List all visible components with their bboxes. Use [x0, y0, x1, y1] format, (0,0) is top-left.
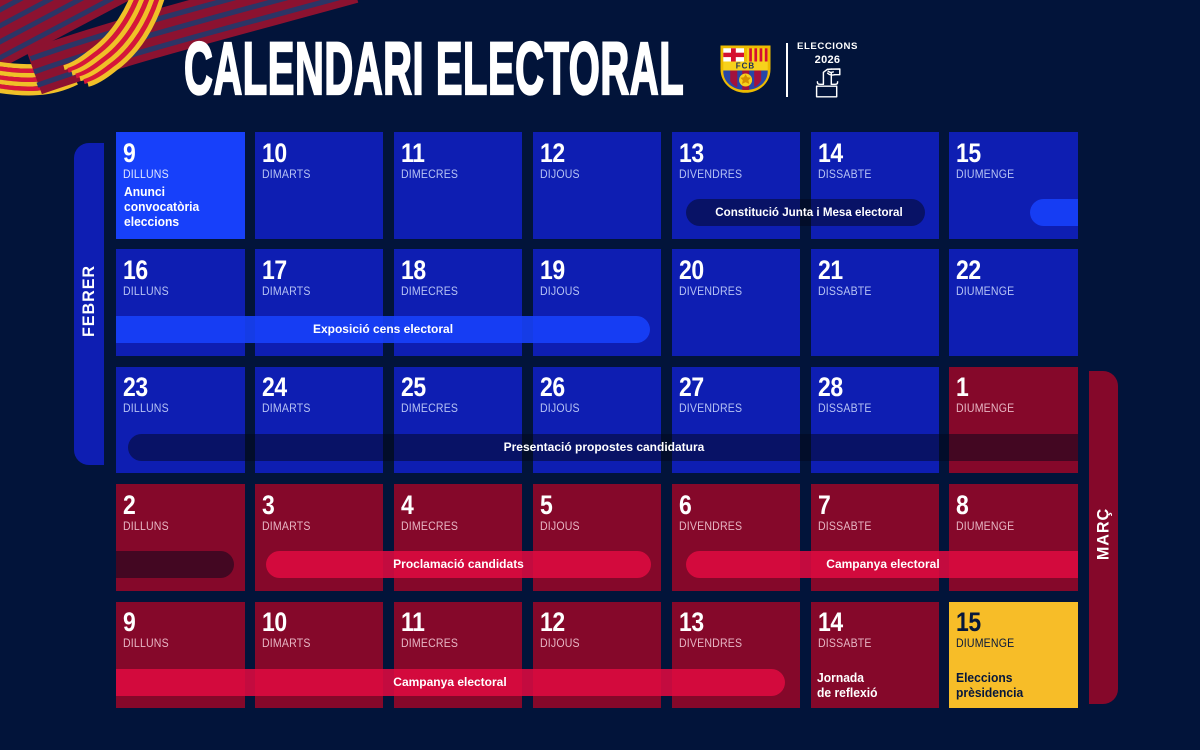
svg-text:FCB: FCB [736, 62, 755, 71]
